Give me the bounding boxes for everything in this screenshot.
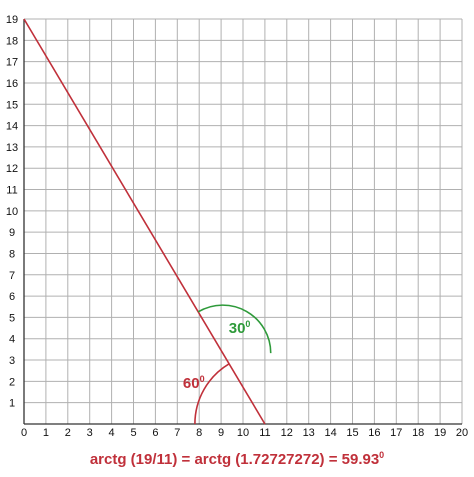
x-tick-label: 8 — [196, 427, 202, 439]
tick-labels: 0 1 2 3 4 5 6 7 8 9 10 11 12 13 14 15 16 17 18 19 2012345678… — [6, 14, 468, 439]
x-tick-label: 5 — [130, 427, 136, 439]
x-tick-label: 16 — [368, 427, 380, 439]
x-tick-label: 11 — [259, 427, 270, 439]
x-tick-label: 3 — [87, 427, 93, 439]
x-tick-label: 12 — [281, 427, 293, 439]
y-tick-label: 14 — [6, 121, 18, 133]
y-tick-label: 4 — [9, 334, 15, 346]
x-tick-label: 19 — [434, 427, 446, 439]
y-tick-label: 16 — [6, 78, 18, 90]
y-tick-label: 19 — [6, 14, 18, 26]
x-tick-label: 14 — [324, 427, 336, 439]
y-tick-label: 17 — [6, 57, 18, 69]
x-tick-label: 18 — [412, 427, 424, 439]
angle-label-60: 600 — [183, 374, 205, 392]
x-tick-label: 4 — [109, 427, 115, 439]
y-tick-label: 12 — [6, 163, 18, 175]
x-tick-label: 20 — [456, 427, 468, 439]
x-tick-label: 15 — [346, 427, 358, 439]
x-tick-label: 17 — [390, 427, 402, 439]
angle-arc-60 — [194, 363, 230, 425]
y-tick-label: 15 — [6, 99, 18, 111]
x-tick-label: 2 — [65, 427, 71, 439]
y-tick-label: 1 — [9, 398, 15, 410]
y-tick-label: 7 — [9, 270, 15, 282]
y-tick-label: 18 — [6, 35, 18, 47]
angle-markers — [194, 304, 272, 425]
y-tick-label: 3 — [9, 355, 15, 367]
formula-caption: arctg (19/11) = arctg (1.72727272) = 59.… — [89, 450, 385, 468]
y-tick-label: 11 — [6, 185, 17, 197]
x-tick-label: 10 — [237, 427, 249, 439]
y-tick-label: 8 — [9, 248, 15, 260]
x-tick-label: 7 — [174, 427, 180, 439]
y-tick-label: 10 — [6, 206, 18, 218]
angle-arc-30 — [197, 304, 272, 354]
y-tick-label: 5 — [9, 312, 15, 324]
angle-label-30: 300 — [229, 319, 251, 337]
y-tick-label: 9 — [9, 227, 15, 239]
y-tick-label: 6 — [9, 291, 15, 303]
x-tick-label: 13 — [303, 427, 315, 439]
x-tick-label: 0 — [21, 427, 27, 439]
axes — [23, 19, 462, 425]
series-line — [23, 18, 266, 425]
y-tick-label: 2 — [9, 376, 15, 388]
x-tick-label: 9 — [218, 427, 224, 439]
grid — [23, 18, 463, 425]
x-tick-label: 6 — [152, 427, 158, 439]
series — [23, 18, 266, 425]
y-tick-label: 13 — [6, 142, 18, 154]
x-tick-label: 1 — [43, 427, 49, 439]
